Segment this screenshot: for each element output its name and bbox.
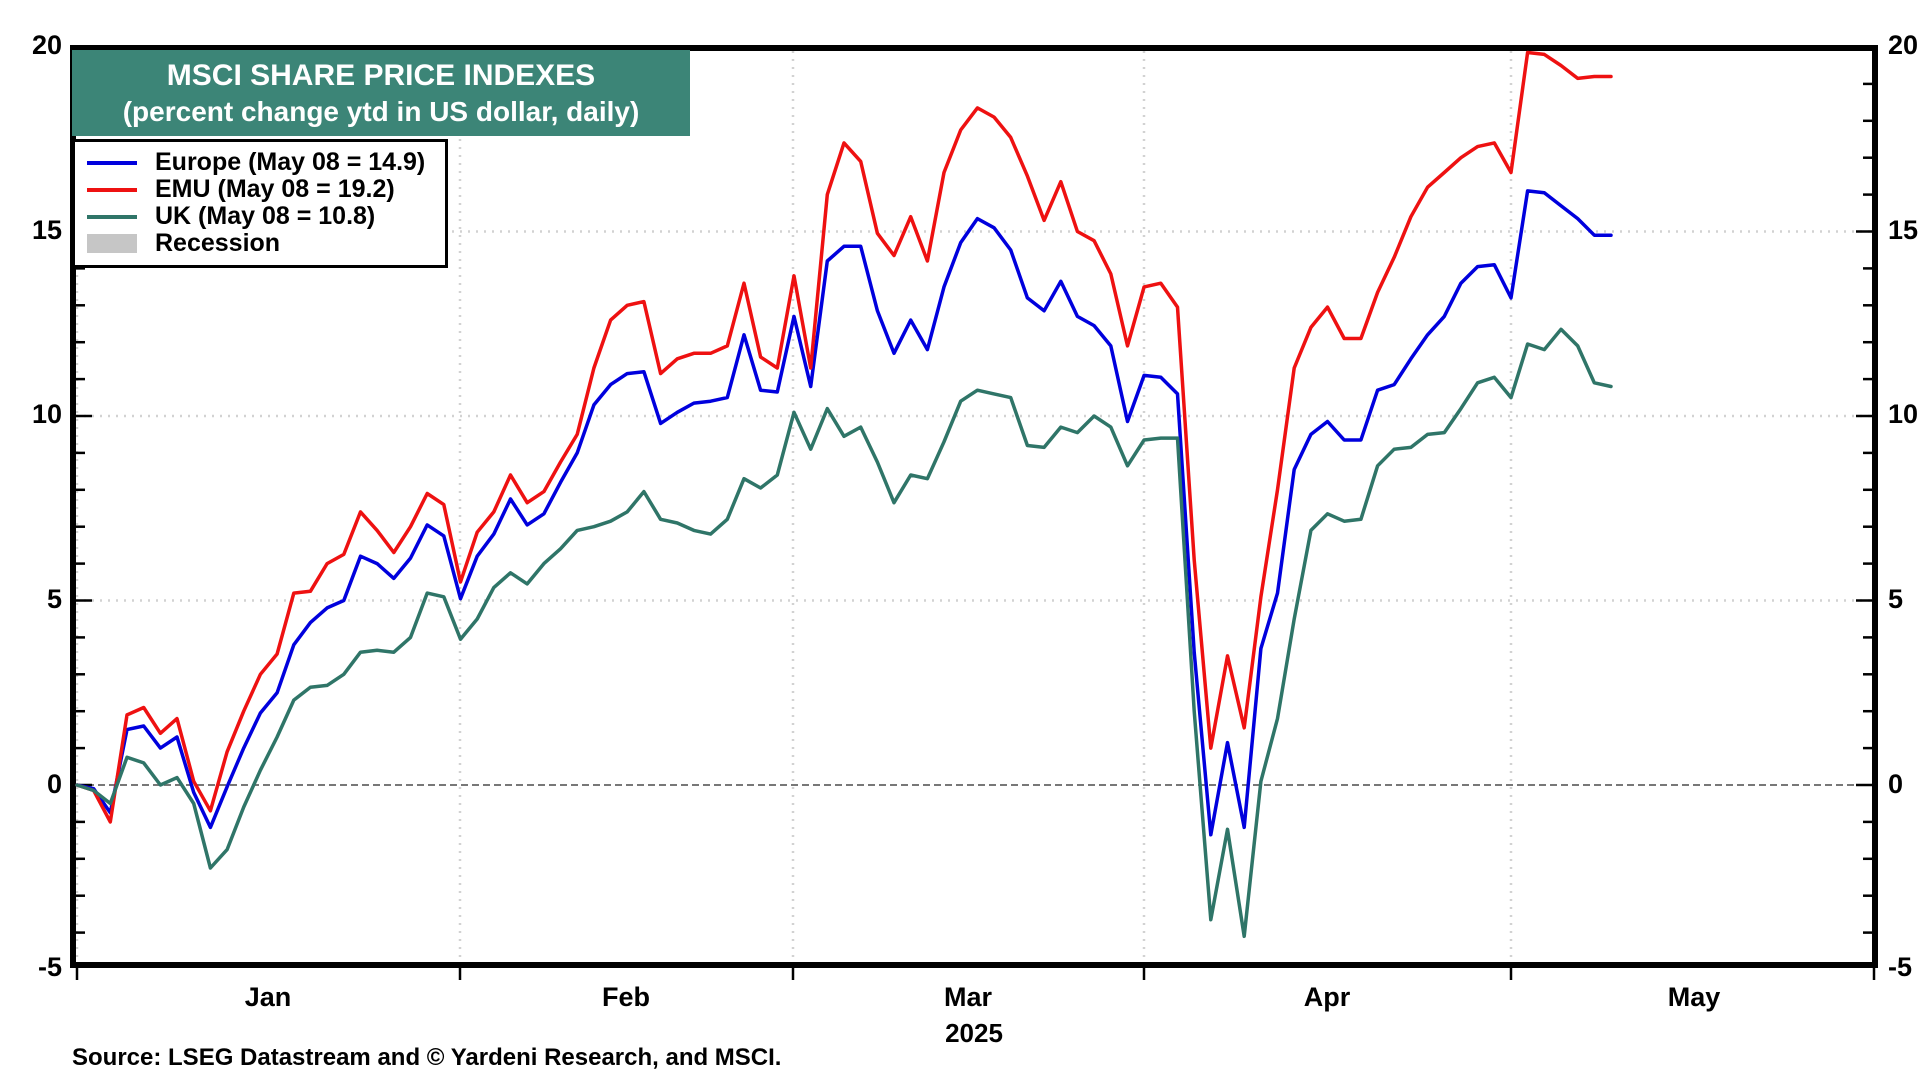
uk-line (75, 327, 1613, 939)
emu-line-swatch (87, 187, 137, 192)
uk-line-swatch (87, 214, 137, 219)
y-tick-label-right: 15 (1888, 214, 1919, 245)
europe-line (75, 189, 1613, 837)
legend-item-recession: Recession (75, 229, 445, 257)
y-tick-label-right: 10 (1888, 398, 1919, 429)
y-tick-label-left: 20 (31, 29, 62, 60)
y-tick-label-left: 5 (46, 583, 62, 614)
legend-item-emu: EMU (May 08 = 19.2) (75, 175, 445, 203)
y-tick-label-right: -5 (1888, 951, 1913, 982)
europe-line-swatch (87, 160, 137, 165)
x-tick-label-mar: Mar (943, 982, 993, 1012)
x-tick-label-feb: Feb (601, 982, 651, 1012)
legend-item-uk: UK (May 08 = 10.8) (75, 202, 445, 230)
chart-title: MSCI SHARE PRICE INDEXES (166, 59, 596, 93)
x-tick-label-apr: Apr (1303, 982, 1351, 1012)
y-tick-label-right: 0 (1888, 768, 1904, 799)
legend-label-uk: UK (May 08 = 10.8) (155, 202, 376, 230)
legend-label-recession: Recession (155, 229, 281, 257)
legend-label-europe: Europe (May 08 = 14.9) (155, 148, 426, 176)
chart-plot-area (70, 45, 1878, 980)
legend-item-europe: Europe (May 08 = 14.9) (75, 148, 445, 176)
chart-title-box: MSCI SHARE PRICE INDEXES (percent change… (72, 50, 690, 136)
x-tick-label-may: May (1667, 982, 1721, 1012)
plot-border (70, 45, 1878, 968)
legend: Europe (May 08 = 14.9) EMU (May 08 = 19.… (72, 139, 448, 268)
recession-area-swatch (87, 234, 137, 253)
legend-label-emu: EMU (May 08 = 19.2) (155, 175, 395, 203)
source-note: Source: LSEG Datastream and © Yardeni Re… (72, 1044, 782, 1071)
x-tick-label-jan: Jan (244, 982, 292, 1012)
y-tick-label-left: -5 (37, 951, 62, 982)
chart-subtitle: (percent change ytd in US dollar, daily) (122, 95, 640, 127)
y-tick-label-left: 0 (46, 768, 62, 799)
y-tick-label-left: 10 (31, 398, 62, 429)
y-tick-label-right: 5 (1888, 583, 1904, 614)
emu-line (75, 50, 1613, 824)
x-axis-year-label: 2025 (945, 1018, 1003, 1048)
y-tick-label-right: 20 (1888, 29, 1919, 60)
y-tick-label-left: 15 (31, 214, 62, 245)
